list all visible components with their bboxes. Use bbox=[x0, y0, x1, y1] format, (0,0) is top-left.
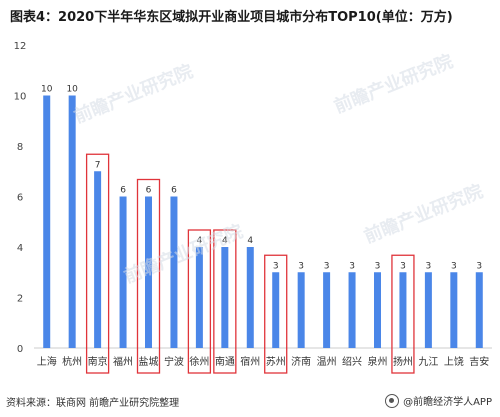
data-label: 10 bbox=[66, 85, 78, 95]
bar bbox=[195, 247, 203, 348]
bar bbox=[246, 247, 254, 348]
bar bbox=[272, 272, 280, 348]
bar bbox=[145, 196, 152, 348]
x-tick-label: 上海 bbox=[37, 355, 57, 368]
x-tick-label: 九江 bbox=[418, 356, 438, 368]
bar bbox=[399, 272, 407, 348]
chart-title: 图表4：2020下半年华东区域拟开业商业项目城市分布TOP10(单位：万方) bbox=[10, 10, 453, 25]
highlight-box bbox=[264, 254, 288, 374]
data-label: 3 bbox=[273, 261, 279, 271]
brand-credit: @前瞻经济学人APP bbox=[385, 393, 492, 408]
y-tick-label: 0 bbox=[17, 344, 23, 355]
bar bbox=[348, 272, 356, 348]
x-tick-label: 南京 bbox=[88, 355, 108, 368]
bar bbox=[424, 272, 432, 348]
x-tick-label: 宿州 bbox=[240, 355, 260, 368]
x-tick-label: 吉安 bbox=[469, 355, 489, 368]
data-label: 4 bbox=[222, 236, 228, 246]
x-tick-label: 盐城 bbox=[139, 355, 159, 368]
x-tick-label: 泉州 bbox=[368, 355, 388, 368]
bar bbox=[323, 272, 331, 348]
bar bbox=[297, 272, 305, 348]
y-tick-label: 12 bbox=[14, 41, 27, 52]
data-label: 3 bbox=[476, 261, 482, 271]
bar bbox=[94, 171, 102, 348]
source-note: 资料来源：联商网 前瞻产业研究院整理 bbox=[6, 398, 180, 409]
data-label: 7 bbox=[95, 160, 101, 170]
data-label: 6 bbox=[146, 186, 152, 196]
x-tick-label: 温州 bbox=[317, 356, 337, 368]
data-label: 3 bbox=[400, 261, 406, 271]
bar bbox=[374, 272, 381, 348]
bar bbox=[68, 95, 76, 348]
highlight-box bbox=[213, 229, 237, 374]
data-label: 6 bbox=[171, 186, 177, 196]
y-tick-label: 4 bbox=[17, 243, 23, 254]
bar bbox=[450, 272, 458, 348]
x-tick-label: 绍兴 bbox=[342, 355, 362, 368]
x-tick-label: 南通 bbox=[215, 355, 235, 368]
y-tick-label: 10 bbox=[14, 92, 27, 103]
y-tick-label: 8 bbox=[17, 142, 23, 153]
data-label: 4 bbox=[197, 236, 203, 246]
data-label: 4 bbox=[247, 236, 253, 246]
highlight-box bbox=[85, 153, 110, 374]
bar bbox=[119, 196, 127, 348]
x-tick-label: 杭州 bbox=[62, 355, 82, 368]
x-tick-label: 济南 bbox=[291, 355, 311, 368]
data-label: 3 bbox=[324, 261, 330, 271]
highlight-box bbox=[187, 229, 212, 374]
bar bbox=[170, 196, 178, 348]
y-tick-label: 6 bbox=[17, 193, 23, 204]
data-label: 3 bbox=[349, 261, 355, 271]
data-label: 10 bbox=[41, 85, 53, 95]
x-tick-label: 宁波 bbox=[164, 355, 184, 368]
bar bbox=[475, 272, 483, 348]
highlight-box bbox=[136, 178, 161, 374]
brand-logo-icon bbox=[385, 393, 400, 408]
bar bbox=[43, 95, 51, 348]
data-label: 3 bbox=[298, 261, 304, 271]
data-label: 3 bbox=[426, 261, 432, 271]
data-label: 3 bbox=[375, 261, 381, 271]
data-label: 3 bbox=[451, 261, 457, 271]
x-tick-label: 上饶 bbox=[444, 355, 464, 368]
y-tick-label: 2 bbox=[17, 294, 23, 305]
highlight-box bbox=[391, 254, 415, 374]
x-tick-label: 扬州 bbox=[393, 355, 413, 368]
data-label: 6 bbox=[120, 186, 126, 196]
x-tick-label: 福州 bbox=[113, 355, 133, 368]
brand-label: @前瞻经济学人APP bbox=[403, 397, 492, 408]
bar bbox=[221, 247, 229, 348]
x-tick-label: 苏州 bbox=[266, 355, 286, 368]
x-tick-label: 徐州 bbox=[189, 355, 209, 368]
